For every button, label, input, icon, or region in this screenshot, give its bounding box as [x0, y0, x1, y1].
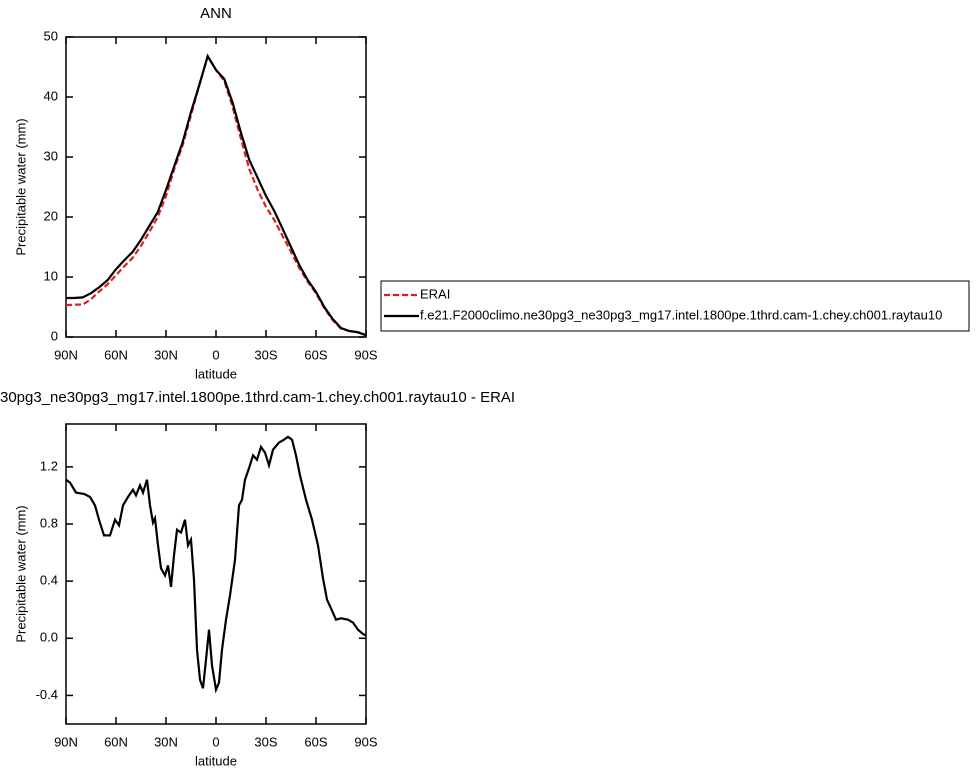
y-tick-label: 30 [44, 148, 58, 163]
x-tick-label: 30S [254, 347, 277, 362]
y-axis-label: Precipitable water (mm) [13, 505, 28, 642]
plot-frame [65, 36, 367, 338]
x-tick-label: 60N [104, 734, 128, 749]
x-tick-label: 30N [154, 347, 178, 362]
y-tick-label: 40 [44, 88, 58, 103]
y-tick-label: 0.4 [40, 573, 58, 588]
legend-box [380, 280, 970, 332]
x-tick-label: 60N [104, 347, 128, 362]
y-tick-label: 1.2 [40, 458, 58, 473]
y-tick-label: -0.4 [36, 687, 58, 702]
x-tick-label: 90S [354, 734, 377, 749]
x-tick-label: 90N [54, 734, 78, 749]
y-axis-label: Precipitable water (mm) [13, 118, 28, 255]
x-axis-label: latitude [195, 366, 237, 381]
x-tick-label: 60S [304, 347, 327, 362]
x-tick-label: 30S [254, 734, 277, 749]
y-tick-label: 20 [44, 208, 58, 223]
x-tick-label: 0 [212, 734, 219, 749]
x-tick-label: 30N [154, 734, 178, 749]
chart-title: ANN [200, 5, 232, 22]
y-tick-label: 0.8 [40, 515, 58, 530]
y-tick-label: 50 [44, 28, 58, 43]
x-tick-label: 0 [212, 347, 219, 362]
data-line [66, 53, 367, 337]
y-tick-label: 0 [51, 328, 58, 343]
legend-label: f.e21.F2000climo.ne30pg3_ne30pg3_mg17.in… [420, 307, 942, 322]
y-tick-label: 10 [44, 268, 58, 283]
data-line [65, 435, 367, 694]
legend-label: ERAI [420, 286, 450, 301]
y-tick-label: 0.0 [40, 630, 58, 645]
x-tick-label: 90N [54, 347, 78, 362]
data-line [65, 53, 367, 337]
x-tick-label: 60S [304, 734, 327, 749]
chart-title: 30pg3_ne30pg3_mg17.intel.1800pe.1thrd.ca… [0, 389, 515, 406]
x-axis-label: latitude [195, 753, 237, 768]
x-tick-label: 90S [354, 347, 377, 362]
plot-frame [65, 423, 367, 725]
